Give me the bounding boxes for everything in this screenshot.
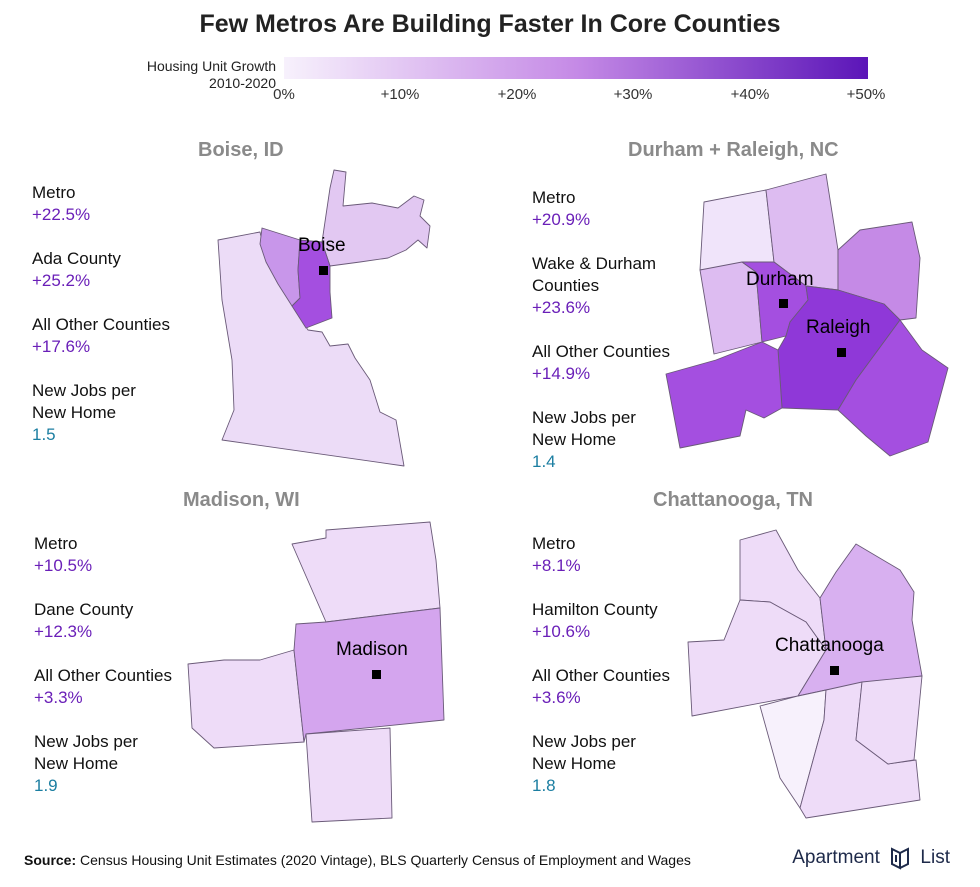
panel-title-boise: Boise, ID	[198, 139, 284, 161]
county-nc-chatham	[665, 341, 783, 449]
apartment-list-logo: Apartment List	[792, 847, 950, 870]
county-nc-person	[699, 189, 775, 271]
city-label-chattanooga: Chattanooga	[775, 635, 884, 656]
panel-title-chattanooga: Chattanooga, TN	[653, 489, 813, 511]
county-wi-iowa	[187, 649, 305, 749]
county-wi-dane	[293, 607, 445, 743]
county-ga-catoosa	[855, 675, 923, 765]
panel-title-durham-raleigh: Durham + Raleigh, NC	[628, 139, 839, 161]
stat-jobs-per-home: New Jobs per New Home 1.8	[532, 732, 636, 795]
stat-metro: Metro +22.5%	[32, 183, 91, 224]
stat-other-counties: All Other Counties +14.9%	[532, 342, 670, 383]
stats-chattanooga: Metro +8.1% Hamilton County +10.6% All O…	[532, 533, 670, 819]
stats-durham-raleigh: Metro +20.9% Wake & Durham Counties +23.…	[532, 187, 670, 495]
map-durham-raleigh: Durham Raleigh	[665, 173, 949, 457]
stat-core-county: Ada County +25.2%	[32, 249, 121, 290]
legend-label: Housing Unit Growth 2010-2020	[146, 58, 276, 91]
legend-tick: +40%	[730, 86, 770, 103]
legend-tick: +10%	[380, 86, 420, 103]
legend-color-scale	[284, 57, 868, 79]
city-marker-raleigh	[837, 348, 846, 357]
county-boise-north	[321, 169, 431, 267]
city-label-madison: Madison	[336, 639, 408, 660]
county-tn-marion	[687, 599, 827, 717]
chart-title: Few Metros Are Building Faster In Core C…	[199, 10, 781, 38]
city-marker-chattanooga	[830, 666, 839, 675]
apartment-list-logo-icon	[891, 847, 910, 870]
stat-other-counties: All Other Counties +17.6%	[32, 315, 170, 356]
stat-core-county: Hamilton County +10.6%	[532, 600, 658, 641]
county-nc-johnston	[837, 319, 949, 457]
city-label-durham: Durham	[746, 269, 814, 290]
city-label-boise: Boise	[298, 235, 346, 256]
city-marker-boise	[319, 266, 328, 275]
stat-core-county: Wake & Durham Counties +23.6%	[532, 254, 657, 317]
map-boise: Boise	[217, 169, 431, 467]
map-chattanooga: Chattanooga	[687, 529, 923, 819]
stat-other-counties: All Other Counties +3.3%	[34, 666, 172, 707]
county-wi-columbia	[291, 521, 441, 623]
legend-tick: +30%	[613, 86, 653, 103]
stats-madison: Metro +10.5% Dane County +12.3% All Othe…	[34, 533, 172, 819]
stats-boise: Metro +22.5% Ada County +25.2% All Other…	[32, 182, 170, 468]
map-madison: Madison	[187, 521, 445, 823]
stat-jobs-per-home: New Jobs per New Home 1.5	[32, 381, 136, 444]
legend-tick: +20%	[497, 86, 537, 103]
stat-metro: Metro +20.9%	[532, 188, 591, 229]
legend-tick: +50%	[846, 86, 886, 103]
county-ada	[291, 239, 333, 329]
panel-title-madison: Madison, WI	[183, 489, 300, 511]
stat-core-county: Dane County +12.3%	[34, 600, 134, 641]
city-marker-durham	[779, 299, 788, 308]
city-label-raleigh: Raleigh	[806, 317, 870, 338]
city-marker-madison	[372, 670, 381, 679]
stat-metro: Metro +10.5%	[34, 534, 93, 575]
legend-tick: 0%	[273, 86, 295, 103]
source-footer: Source: Census Housing Unit Estimates (2…	[24, 852, 691, 868]
stat-other-counties: All Other Counties +3.6%	[532, 666, 670, 707]
stat-jobs-per-home: New Jobs per New Home 1.4	[532, 408, 636, 471]
county-tn-hamilton	[797, 543, 923, 697]
stat-jobs-per-home: New Jobs per New Home 1.9	[34, 732, 138, 795]
county-wi-green	[305, 727, 393, 823]
legend-ticks: 0% +10% +20% +30% +40% +50%	[0, 86, 980, 106]
stat-metro: Metro +8.1%	[532, 534, 581, 575]
